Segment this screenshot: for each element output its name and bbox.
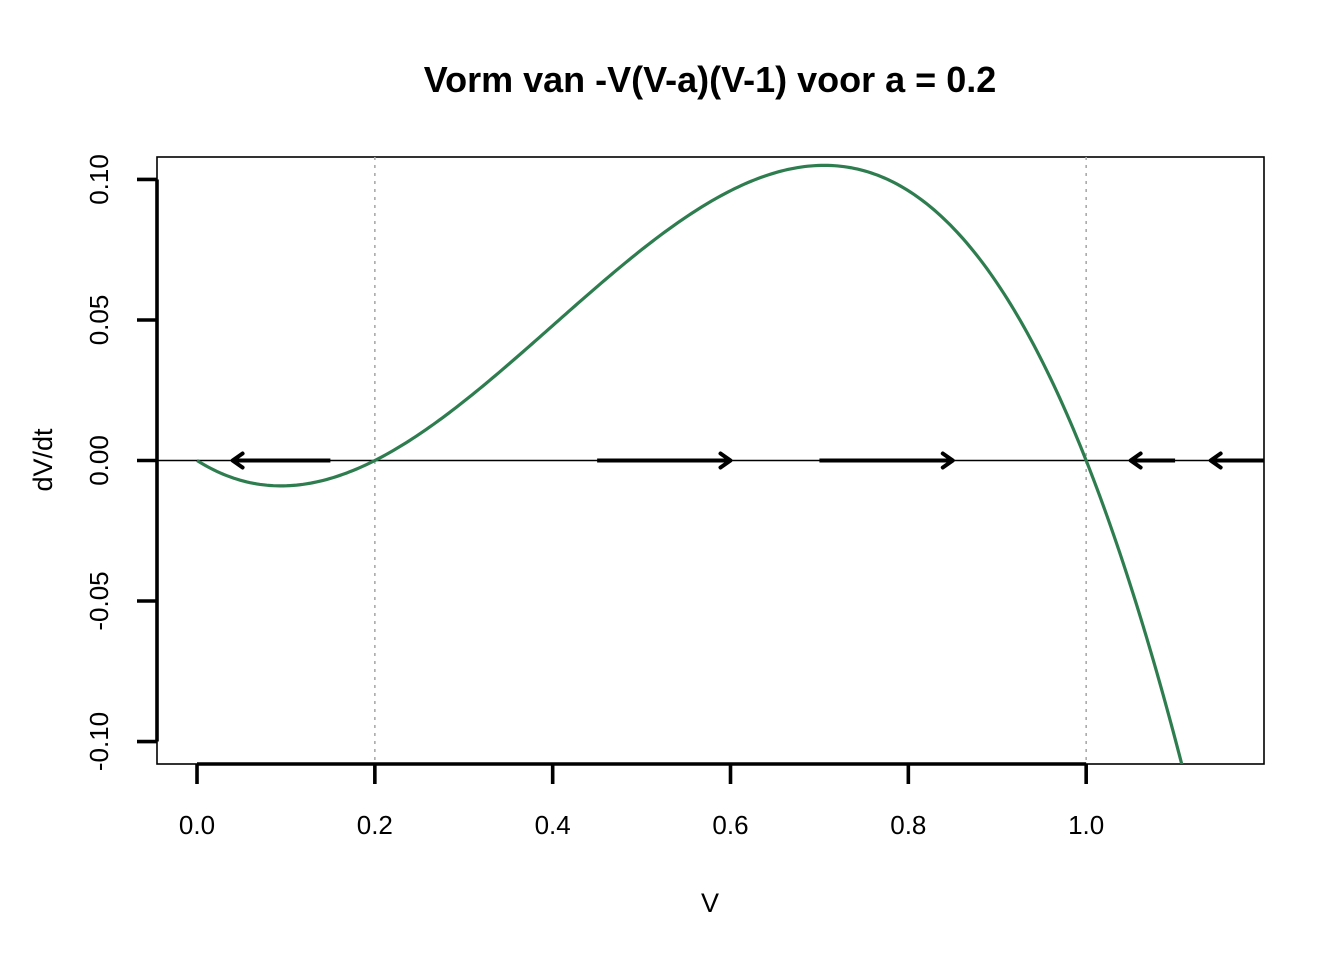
flow-arrow-2 [819,451,955,470]
x-tick-label: 0.2 [357,810,393,840]
flow-arrow-head [230,451,245,470]
x-tick-label: 0.4 [535,810,571,840]
x-axis-label: V [701,888,719,918]
reference-lines [374,157,1087,764]
curve-line-0 [196,163,1184,764]
y-tick-label: 0.00 [84,435,114,486]
y-tick-label: -0.05 [84,571,114,630]
flow-arrow-1 [597,451,733,470]
x-axis: 0.0 0.2 0.4 0.6 0.8 1.0 [179,762,1104,840]
y-tick-label: -0.10 [84,712,114,771]
y-axis-label: dV/dt [28,428,58,492]
y-tick-label: 0.05 [84,295,114,346]
flow-arrows [230,451,1264,470]
flow-arrow-head [940,451,955,470]
x-tick-label: 0.8 [890,810,926,840]
flow-arrow-3 [1208,451,1264,470]
flow-arrow-0 [230,451,331,470]
x-tick-label: 0.0 [179,810,215,840]
curve-series [196,163,1184,764]
flow-arrow-4 [1128,451,1176,470]
x-tick-label: 1.0 [1068,810,1104,840]
x-tick-label: 0.6 [712,810,748,840]
flow-arrow-head [718,451,733,470]
y-axis: -0.10 -0.05 0.00 0.05 0.10 [84,154,159,771]
flow-arrow-head [1128,451,1143,470]
chart-title: Vorm van -V(V-a)(V-1) voor a = 0.2 [424,59,997,100]
flow-arrow-head [1208,451,1223,470]
y-tick-label: 0.10 [84,154,114,205]
